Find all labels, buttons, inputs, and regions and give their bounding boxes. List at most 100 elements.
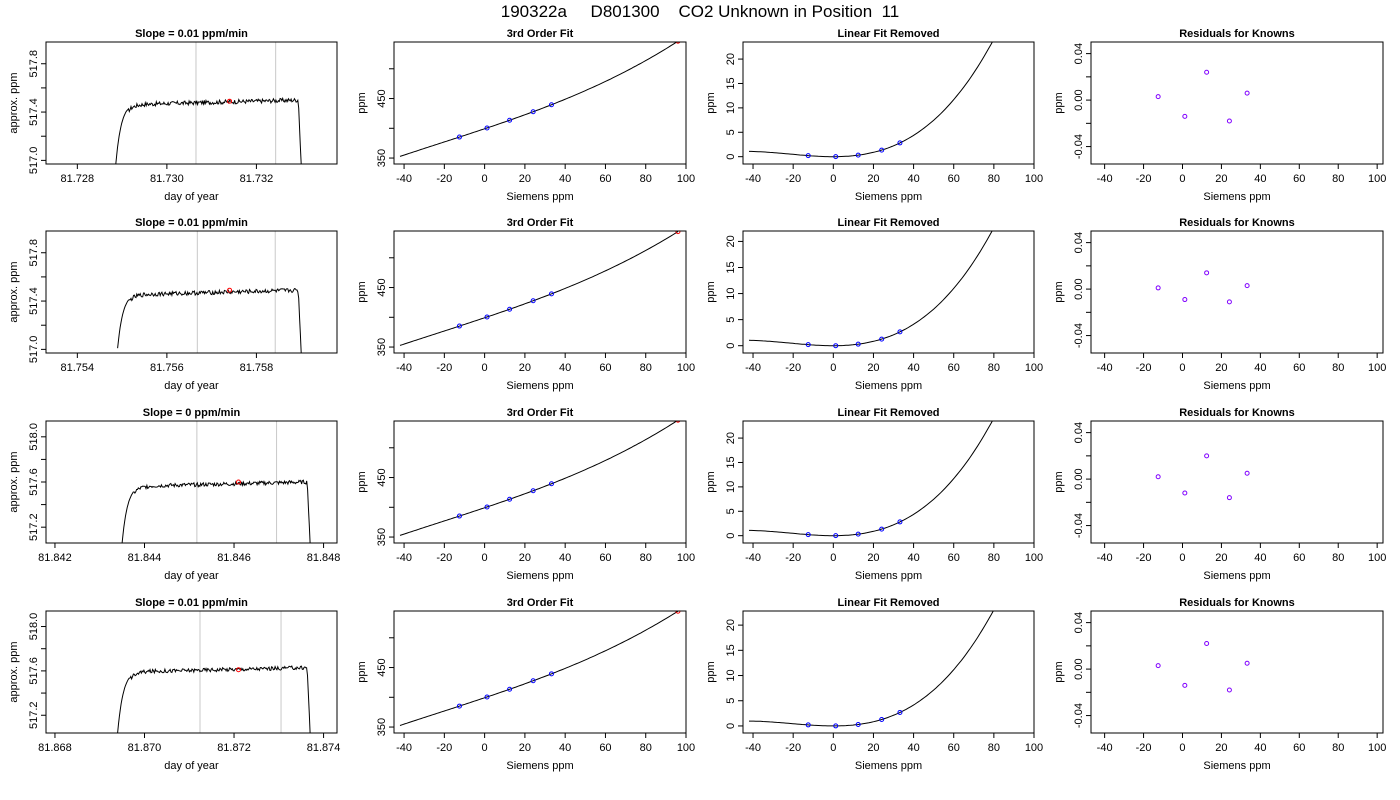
- x-tick-label: 60: [1293, 742, 1305, 754]
- plot-frame: [742, 41, 1035, 165]
- x-tick-label: 0: [830, 173, 836, 185]
- unknown-point: [1024, 155, 1028, 159]
- x-tick-label: 81.868: [38, 742, 72, 754]
- y-tick-label: 0.04: [1073, 422, 1085, 443]
- y-axis-label: ppm: [1053, 661, 1065, 682]
- y-axis-label: ppm: [705, 661, 717, 682]
- panel-3-1: Slope = 0 ppm/min 81.842 81.844 81.846 81.84…: [8, 407, 340, 582]
- x-tick-label: 60: [599, 362, 611, 374]
- y-axis-label: approx. ppm: [8, 72, 20, 133]
- x-axis-label: Siemens ppm: [506, 191, 573, 203]
- x-tick-label: 81.848: [307, 552, 341, 564]
- y-tick-label: 15: [725, 261, 737, 273]
- residual-point: [1244, 470, 1250, 476]
- x-tick-label: 60: [948, 552, 960, 564]
- known-point: [484, 694, 490, 700]
- fit-curve: [399, 611, 679, 726]
- x-tick-label: 20: [519, 742, 531, 754]
- x-tick-label: 20: [519, 173, 531, 185]
- x-axis-label: day of year: [164, 380, 219, 392]
- panel-title: Slope = 0.01 ppm/min: [135, 28, 248, 40]
- x-tick-label: 100: [1368, 362, 1386, 374]
- unknown-point: [675, 42, 681, 44]
- residual-point: [1182, 682, 1188, 688]
- panel-2-4: Residuals for Knowns -40 -20 0 20 40 60 80 100 -0…: [1053, 217, 1386, 392]
- y-tick-label: 15: [725, 77, 737, 89]
- panel-title: Residuals for Knowns: [1179, 28, 1295, 40]
- x-tick-label: 80: [640, 552, 652, 564]
- fit-curve: [749, 42, 993, 158]
- plot-frame: [742, 230, 1035, 354]
- x-tick-label: 81.844: [128, 552, 162, 564]
- x-tick-label: 40: [907, 552, 919, 564]
- x-tick-label: 60: [948, 742, 960, 754]
- y-axis-label: ppm: [705, 281, 717, 302]
- panel-1-1: Slope = 0.01 ppm/min 81.728 81.730 81.732 51…: [8, 28, 338, 203]
- plot-area: [399, 42, 681, 157]
- x-tick-label: 0: [1179, 742, 1185, 754]
- panel-1-2: 3rd Order Fit -40 -20 0 20 40 60 80 100 350 450 Sie…: [356, 28, 695, 203]
- residual-point: [1244, 660, 1250, 666]
- residual-point: [1204, 453, 1210, 459]
- y-tick-label: 517.2: [28, 701, 40, 729]
- x-axis-label: Siemens ppm: [506, 570, 573, 582]
- x-tick-label: -40: [396, 552, 412, 564]
- y-tick-label: 518.0: [28, 613, 40, 641]
- x-tick-label: 100: [677, 742, 695, 754]
- x-tick-label: 80: [1332, 362, 1344, 374]
- y-tick-label: 517.2: [28, 513, 40, 541]
- x-tick-label: 60: [599, 173, 611, 185]
- residual-point: [1155, 474, 1161, 480]
- known-point: [530, 298, 536, 304]
- plot-frame: [393, 230, 687, 354]
- unknown-marker: [227, 98, 233, 104]
- y-axis-label: ppm: [705, 471, 717, 492]
- fit-curve: [749, 611, 994, 727]
- x-tick-label: -40: [1097, 552, 1113, 564]
- x-axis-label: Siemens ppm: [506, 760, 573, 772]
- y-tick-label: 20: [725, 619, 737, 631]
- x-tick-label: -20: [436, 742, 452, 754]
- x-tick-label: -40: [745, 552, 761, 564]
- plot-area: [1155, 69, 1250, 124]
- x-tick-label: -20: [785, 742, 801, 754]
- residual-point: [1204, 641, 1210, 647]
- y-tick-label: -0.04: [1073, 323, 1085, 348]
- y-axis-label: ppm: [705, 92, 717, 113]
- x-tick-label: 20: [867, 362, 879, 374]
- y-tick-label: 10: [725, 481, 737, 493]
- x-tick-label: -20: [436, 362, 452, 374]
- x-tick-label: -40: [1097, 742, 1113, 754]
- x-tick-label: 40: [907, 742, 919, 754]
- y-tick-label: 517.6: [28, 468, 40, 496]
- x-tick-label: 60: [948, 362, 960, 374]
- plot-frame: [45, 610, 338, 734]
- residual-point: [1226, 495, 1232, 501]
- x-axis-label: Siemens ppm: [855, 380, 922, 392]
- data-trace: [117, 665, 311, 733]
- plot-area: [1155, 453, 1250, 501]
- panel-title: Linear Fit Removed: [837, 217, 939, 229]
- known-point: [897, 329, 903, 335]
- y-tick-label: 20: [725, 235, 737, 247]
- plot-area: [749, 421, 993, 539]
- y-tick-label: 0: [725, 723, 737, 729]
- residual-point: [1244, 90, 1250, 96]
- known-point: [805, 342, 811, 348]
- page-title: 190322a D801300 CO2 Unknown in Position …: [500, 2, 900, 21]
- fit-curve: [399, 42, 678, 157]
- plot-frame: [742, 610, 1035, 734]
- panel-title: Residuals for Knowns: [1179, 597, 1295, 609]
- known-point: [456, 323, 462, 329]
- x-tick-label: 80: [640, 742, 652, 754]
- plot-frame: [393, 41, 687, 165]
- x-tick-label: 0: [482, 552, 488, 564]
- panel-2-3: Linear Fit Removed-40 -20 0 20 40 60 80 1000510…: [705, 155, 1043, 392]
- x-tick-label: -20: [436, 173, 452, 185]
- known-point: [879, 336, 885, 342]
- known-point: [456, 134, 462, 140]
- x-tick-label: 60: [599, 552, 611, 564]
- known-point: [879, 147, 885, 153]
- known-point: [833, 533, 839, 539]
